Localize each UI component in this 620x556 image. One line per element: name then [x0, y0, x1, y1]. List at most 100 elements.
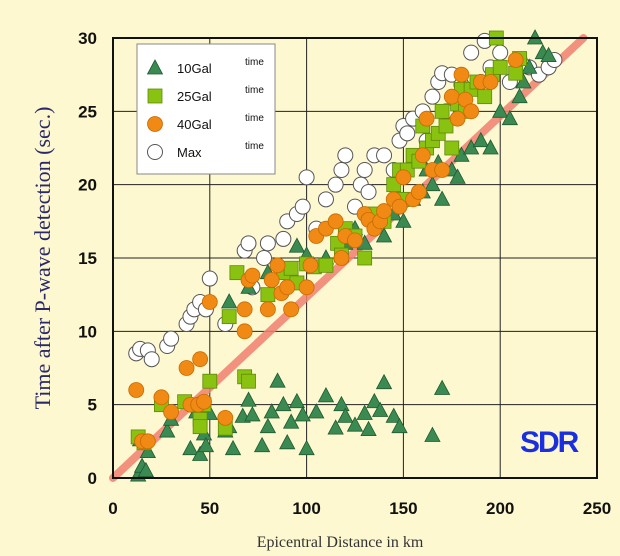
point-40gal	[236, 323, 253, 340]
point-25gal	[318, 257, 334, 273]
point-40gal	[302, 257, 319, 274]
point-max	[492, 44, 509, 61]
point-10gal	[337, 407, 354, 423]
plot-frame	[112, 37, 598, 479]
y-tick-label: 30	[78, 29, 97, 48]
point-max	[275, 230, 292, 247]
point-max	[356, 162, 373, 178]
point-40gal	[391, 198, 408, 215]
y-axis-label: Time after P-wave detection (sec.)	[30, 107, 55, 410]
legend-marker-25gal	[147, 88, 163, 104]
point-max	[317, 191, 334, 208]
x-tick-label: 50	[200, 499, 219, 518]
point-25gal	[492, 59, 508, 75]
series-40gal	[128, 52, 524, 450]
y-tick-label: 5	[88, 396, 97, 415]
point-max	[259, 235, 276, 252]
point-max	[256, 250, 273, 266]
point-max	[463, 44, 480, 61]
y-tick-labels: 0 5 10 15 20 25 30	[78, 29, 97, 488]
point-10gal	[275, 395, 292, 412]
point-25gal	[202, 373, 218, 389]
point-40gal	[259, 301, 276, 318]
point-10gal	[269, 372, 286, 388]
legend-label: Max	[177, 145, 202, 160]
point-max	[294, 198, 311, 215]
point-10gal	[159, 422, 176, 438]
point-10gal	[244, 406, 261, 422]
point-40gal	[283, 301, 300, 318]
point-max	[360, 184, 377, 200]
point-40gal	[139, 433, 156, 450]
point-40gal	[410, 184, 427, 200]
point-10gal	[333, 395, 350, 412]
point-40gal	[263, 272, 280, 288]
point-10gal	[391, 417, 408, 434]
y-tick-label: 0	[88, 469, 97, 488]
legend: 10Gal time 25Gal time 40Gal time Max time	[136, 43, 276, 175]
point-40gal	[414, 147, 431, 164]
point-max	[327, 176, 344, 193]
point-max	[201, 270, 218, 287]
point-25gal	[508, 65, 524, 81]
point-10gal	[492, 102, 509, 118]
point-25gal	[477, 89, 493, 105]
point-10gal	[298, 439, 315, 456]
point-10gal	[366, 392, 383, 409]
point-10gal	[240, 391, 257, 407]
point-25gal	[241, 373, 256, 389]
point-40gal	[434, 162, 451, 178]
point-10gal	[424, 175, 441, 192]
point-10gal	[501, 109, 519, 126]
point-10gal	[191, 445, 209, 461]
point-40gal	[269, 257, 286, 274]
point-40gal	[201, 294, 218, 310]
point-40gal	[443, 88, 460, 105]
point-10gal	[449, 168, 466, 184]
point-40gal	[279, 279, 296, 296]
point-40gal	[482, 74, 499, 90]
point-10gal	[182, 439, 199, 456]
data-points	[128, 29, 563, 482]
point-10gal	[197, 436, 215, 453]
point-10gal	[511, 87, 528, 104]
y-tick-label: 15	[78, 249, 97, 268]
point-10gal	[540, 46, 557, 62]
point-10gal	[521, 58, 538, 74]
point-40gal	[244, 267, 261, 284]
series-10gal	[129, 29, 557, 482]
point-25gal	[434, 103, 450, 119]
point-10gal	[433, 379, 451, 395]
point-10gal	[220, 293, 238, 309]
point-10gal	[288, 237, 306, 253]
point-10gal	[482, 139, 499, 155]
point-10gal	[317, 387, 335, 403]
legend-marker-40gal	[147, 116, 163, 132]
point-max	[376, 147, 393, 164]
point-max	[424, 88, 441, 105]
point-10gal	[472, 131, 490, 148]
point-40gal	[418, 110, 435, 127]
point-10gal	[360, 420, 377, 437]
point-10gal	[224, 439, 242, 456]
x-tick-labels: 0 50 100 150 200 250	[108, 499, 611, 518]
point-40gal	[327, 213, 344, 230]
point-40gal	[453, 66, 470, 83]
point-10gal	[433, 190, 451, 206]
y-tick-label: 20	[78, 176, 97, 195]
point-40gal	[347, 232, 363, 249]
point-10gal	[308, 403, 325, 419]
point-25gal	[444, 140, 460, 156]
point-25gal	[229, 265, 245, 281]
point-10gal	[356, 404, 373, 420]
point-40gal	[192, 351, 209, 368]
point-40gal	[463, 103, 480, 120]
point-10gal	[424, 426, 441, 442]
point-25gal	[260, 287, 276, 303]
legend-marker-max	[147, 144, 163, 160]
point-max	[399, 125, 416, 142]
point-max	[163, 330, 180, 347]
point-max	[333, 162, 350, 178]
